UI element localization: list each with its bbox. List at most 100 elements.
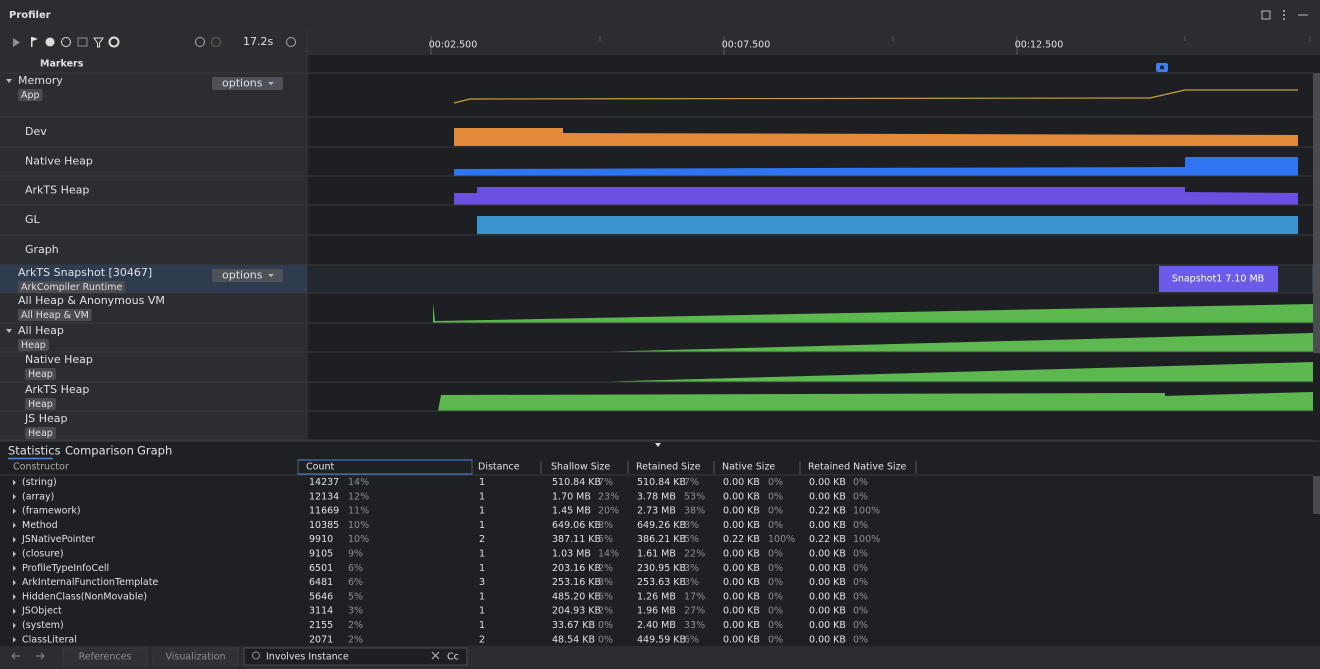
table-cell: 12% (348, 491, 369, 502)
options-button[interactable] (212, 77, 283, 90)
track-label: Dev (25, 125, 47, 138)
row-expander[interactable] (13, 508, 16, 515)
column-header[interactable]: Distance (478, 462, 520, 473)
table-cell: 2% (598, 606, 613, 617)
column-header[interactable]: Shallow Size (551, 462, 610, 473)
zoom-in-icon[interactable] (286, 37, 296, 47)
table-cell: JSObject (21, 606, 62, 617)
table-cell: 3% (684, 563, 699, 574)
footer-button[interactable] (152, 647, 239, 666)
column-header[interactable]: Constructor (13, 462, 69, 473)
row-expander[interactable] (13, 608, 16, 615)
row-expander[interactable] (13, 536, 16, 543)
table-cell: 6481 (309, 577, 333, 588)
table-cell: 0.00 KB (809, 591, 846, 602)
all-heap-anon-area (433, 303, 1313, 323)
table-cell: 5% (348, 591, 363, 602)
table-cell: 649.06 KB (552, 520, 601, 531)
table-cell: 0.00 KB (723, 563, 760, 574)
table-cell: 0% (768, 506, 783, 517)
clock-icon[interactable] (195, 37, 205, 47)
table-cell: 1.03 MB (552, 549, 591, 560)
table-cell: 0.00 KB (723, 620, 760, 631)
table-cell: 2.73 MB (637, 506, 676, 517)
tab[interactable]: Comparison (65, 444, 134, 458)
table-cell: Method (22, 520, 58, 531)
expand-arrow[interactable] (6, 329, 12, 333)
row-expander[interactable] (13, 551, 16, 557)
row-expander[interactable] (13, 622, 16, 629)
maximize-icon[interactable] (1261, 10, 1271, 20)
table-cell: 14% (598, 549, 619, 560)
column-header[interactable]: Native Size (722, 462, 775, 473)
table-cell: 0.00 KB (723, 606, 760, 617)
row-expander[interactable] (13, 593, 16, 600)
row-expander[interactable] (13, 636, 16, 643)
search-input[interactable]: Involves Instance (266, 652, 349, 663)
row-expander[interactable] (13, 479, 16, 486)
column-header[interactable]: Count (306, 462, 334, 473)
table-cell: 0% (768, 591, 783, 602)
table-cell: 0% (768, 477, 783, 488)
table-cell: 0.22 KB (809, 534, 846, 545)
tab[interactable]: Statistics (8, 444, 61, 458)
table-cell: 22% (684, 549, 705, 560)
track-tag (25, 368, 56, 380)
snapshot-block[interactable] (1159, 266, 1278, 292)
track-label: JS Heap (24, 412, 68, 425)
table-cell: 0% (768, 520, 783, 531)
nav-arrows[interactable] (11, 652, 45, 660)
expand-arrow[interactable] (6, 79, 12, 83)
table-cell: 0% (853, 634, 868, 645)
options-arrow (268, 274, 274, 277)
table-cell: 253.63 KB (637, 577, 686, 588)
row-expander[interactable] (13, 493, 16, 500)
tab[interactable]: Graph (137, 444, 172, 458)
menu-icon[interactable] (1283, 10, 1285, 12)
table-cell: 5% (598, 534, 613, 545)
table-cell: 0.00 KB (723, 506, 760, 517)
table-cell: 204.93 KB (552, 606, 601, 617)
table-cell: 100% (853, 534, 880, 545)
collapse-handle[interactable] (655, 443, 661, 447)
row-expander[interactable] (13, 522, 16, 529)
column-header[interactable]: Retained Size (636, 462, 701, 473)
row-expander[interactable] (13, 579, 16, 586)
footer-button[interactable] (62, 647, 148, 666)
track-tag-label: Heap (21, 340, 46, 351)
table-cell: 11% (348, 506, 369, 517)
ruler-tick-label: 00:07.500 (722, 40, 771, 51)
table-cell: 2% (348, 634, 363, 645)
track-label: Native Heap (25, 155, 93, 168)
scrollbar[interactable] (1313, 73, 1320, 353)
zoom-out-icon[interactable] (211, 37, 221, 47)
match-case[interactable]: Cc (447, 652, 459, 663)
filter-icon[interactable] (93, 37, 104, 48)
save-icon[interactable] (77, 37, 88, 47)
settings-icon[interactable] (108, 36, 120, 48)
column-header[interactable]: Retained Native Size (808, 462, 907, 473)
flag-icon[interactable] (31, 37, 33, 47)
table-cell: 1 (479, 563, 485, 574)
table-cell: 2 (479, 534, 485, 545)
table-cell: 386.21 KB (637, 534, 686, 545)
memory-line (453, 89, 1298, 104)
gc-icon[interactable] (61, 37, 71, 47)
row-expander[interactable] (13, 565, 16, 572)
track-label: ArkTS Heap (25, 184, 89, 197)
table-cell: 8% (598, 520, 613, 531)
table-cell: (closure) (22, 549, 64, 560)
dev-area (454, 128, 1298, 146)
clear-icon[interactable] (431, 651, 440, 660)
track-label: Memory (18, 74, 63, 87)
table-cell: 6% (348, 563, 363, 574)
elapsed-time: 17.2s (243, 35, 273, 48)
table-cell: 6501 (309, 563, 333, 574)
options-button[interactable] (212, 269, 283, 282)
table-cell: 0% (853, 477, 868, 488)
record-button[interactable] (13, 38, 20, 47)
table-cell: 0.00 KB (809, 520, 846, 531)
table-scrollbar[interactable] (1313, 476, 1320, 514)
search-box[interactable] (243, 647, 468, 666)
stop-icon[interactable] (45, 37, 55, 47)
